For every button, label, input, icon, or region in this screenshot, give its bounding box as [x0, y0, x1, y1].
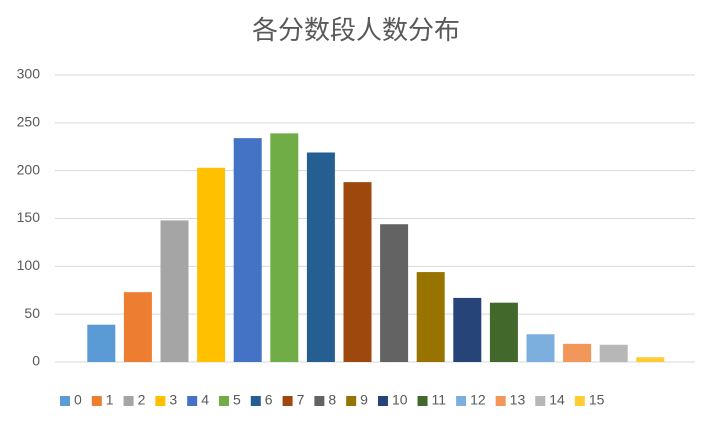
y-tick-label: 300 [17, 66, 41, 82]
bar [599, 344, 628, 362]
legend-label: 9 [360, 392, 368, 408]
bar [160, 220, 189, 362]
bar [526, 334, 555, 362]
legend-label: 5 [233, 392, 241, 408]
legend-label: 14 [549, 392, 565, 408]
bar [87, 324, 116, 362]
bar [416, 272, 445, 362]
legend-label: 8 [328, 392, 336, 408]
bar [306, 152, 335, 362]
bar [636, 357, 665, 362]
legend-swatch [91, 396, 102, 406]
bar [233, 138, 262, 362]
bar [563, 343, 592, 362]
legend-swatch [535, 396, 546, 406]
legend-swatch [456, 396, 467, 406]
legend-swatch [417, 396, 428, 406]
legend-label: 4 [201, 392, 209, 408]
legend-swatch [282, 396, 293, 406]
bar [270, 133, 299, 362]
legend-label: 1 [106, 392, 114, 408]
legend-swatch [495, 396, 506, 406]
bar [380, 224, 409, 362]
legend-label: 6 [265, 392, 273, 408]
y-tick-label: 50 [24, 305, 40, 321]
bar [197, 167, 226, 362]
legend-swatch [155, 396, 166, 406]
legend-label: 15 [589, 392, 605, 408]
y-tick-label: 0 [32, 353, 40, 369]
legend-swatch [346, 396, 357, 406]
legend-label: 10 [392, 392, 408, 408]
legend-swatch [123, 396, 134, 406]
legend-swatch [314, 396, 325, 406]
legend-label: 2 [138, 392, 146, 408]
legend-swatch [60, 396, 70, 406]
legend-label: 13 [510, 392, 526, 408]
legend-label: 0 [74, 392, 82, 408]
bar [343, 182, 372, 362]
legend-swatch [187, 396, 198, 406]
legend-label: 11 [432, 392, 447, 408]
legend-swatch [574, 396, 585, 406]
y-tick-label: 200 [17, 161, 41, 177]
bar [453, 297, 482, 362]
legend-label: 7 [297, 392, 305, 408]
legend-swatch [218, 396, 229, 406]
legend-swatch [377, 396, 388, 406]
legend-label: 3 [169, 392, 177, 408]
bar [489, 302, 518, 362]
legend-swatch [250, 396, 261, 406]
legend-label: 12 [470, 392, 486, 408]
y-tick-label: 250 [17, 114, 41, 130]
y-tick-label: 100 [17, 257, 41, 273]
chart-title: 各分数段人数分布 [252, 15, 460, 45]
y-tick-label: 150 [17, 209, 41, 225]
bar [123, 292, 152, 362]
